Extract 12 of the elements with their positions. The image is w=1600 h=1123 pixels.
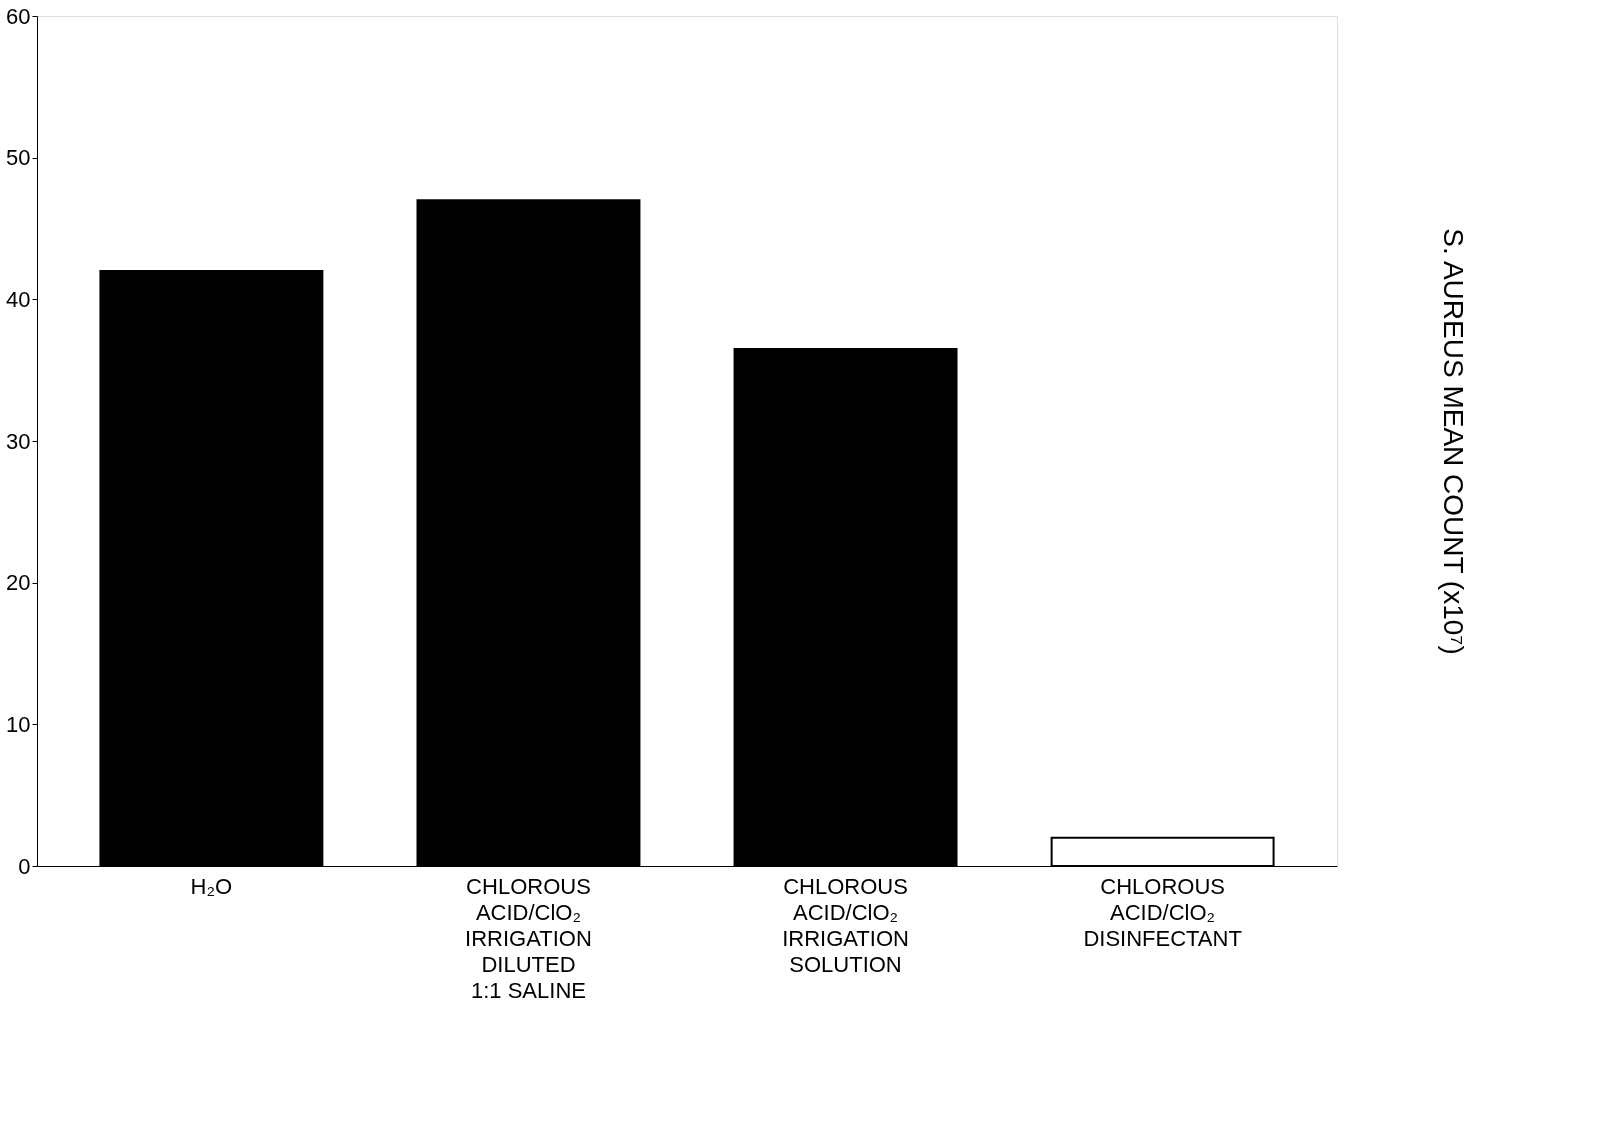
x-tick-label: H₂O	[190, 873, 233, 899]
x-tick-label: CHLOROUS ACID/ClO₂ DISINFECTANT	[1083, 873, 1242, 951]
y-tick-label: 60	[6, 3, 31, 29]
y-tick-label: 30	[6, 428, 31, 454]
y-tick-label: 40	[6, 286, 31, 312]
y-tick-label: 0	[18, 853, 31, 879]
x-tick-label: CHLOROUS ACID/ClO₂ IRRIGATION SOLUTION	[782, 873, 909, 977]
y-tick-label: 50	[6, 145, 31, 171]
x-tick-label: CHLOROUS ACID/ClO₂ IRRIGATION DILUTED 1:1 SALINE	[465, 873, 592, 1003]
y-tick-label: 20	[6, 570, 31, 596]
y-tick-label: 10	[6, 711, 31, 737]
y-axis-title: S. AUREUS MEAN COUNT (x10⁷)	[1437, 228, 1469, 655]
